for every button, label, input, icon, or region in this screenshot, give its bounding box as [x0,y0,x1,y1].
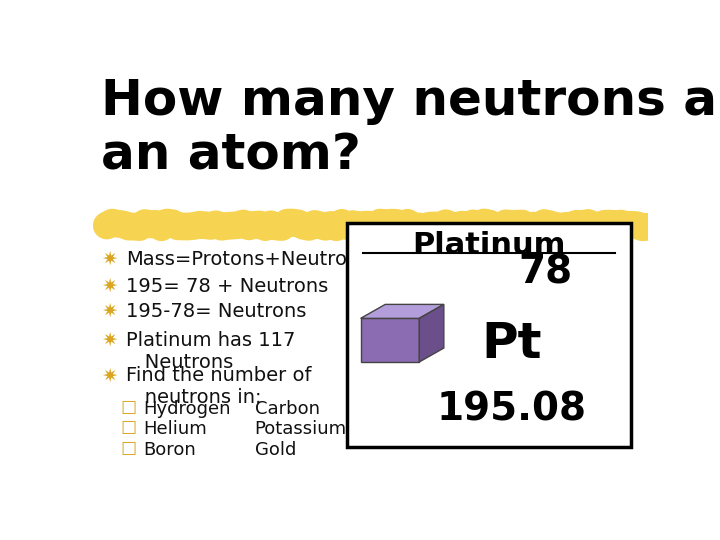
Text: an atom?: an atom? [101,131,361,179]
Text: Gold: Gold [255,441,296,459]
Text: 78: 78 [519,253,573,291]
Text: Potassium: Potassium [255,420,347,438]
Text: Pt: Pt [482,320,542,368]
Polygon shape [361,305,444,319]
Text: 195.08: 195.08 [437,390,587,428]
Text: Platinum: Platinum [413,231,566,260]
Polygon shape [419,305,444,362]
Text: Helium: Helium [143,420,207,438]
Text: Carbon: Carbon [255,400,320,417]
Text: Mass=Protons+Neutrons: Mass=Protons+Neutrons [126,250,369,269]
FancyBboxPatch shape [347,223,631,447]
Text: Boron: Boron [143,441,196,459]
Text: ✷: ✷ [101,331,117,350]
Text: 195-78= Neutrons: 195-78= Neutrons [126,302,307,321]
Text: ☐: ☐ [121,420,137,438]
Text: ✷: ✷ [101,302,117,321]
Text: 195= 78 + Neutrons: 195= 78 + Neutrons [126,277,328,296]
Text: ☐: ☐ [121,400,137,417]
Text: How many neutrons are in: How many neutrons are in [101,77,720,125]
Text: Hydrogen: Hydrogen [143,400,230,417]
Text: ✷: ✷ [101,250,117,269]
Polygon shape [361,319,419,362]
Text: ☐: ☐ [121,441,137,459]
Text: Find the number of
   neutrons in:: Find the number of neutrons in: [126,366,312,407]
Text: Platinum has 117
   Neutrons: Platinum has 117 Neutrons [126,331,296,372]
Text: ✷: ✷ [101,366,117,385]
Text: ✷: ✷ [101,277,117,296]
